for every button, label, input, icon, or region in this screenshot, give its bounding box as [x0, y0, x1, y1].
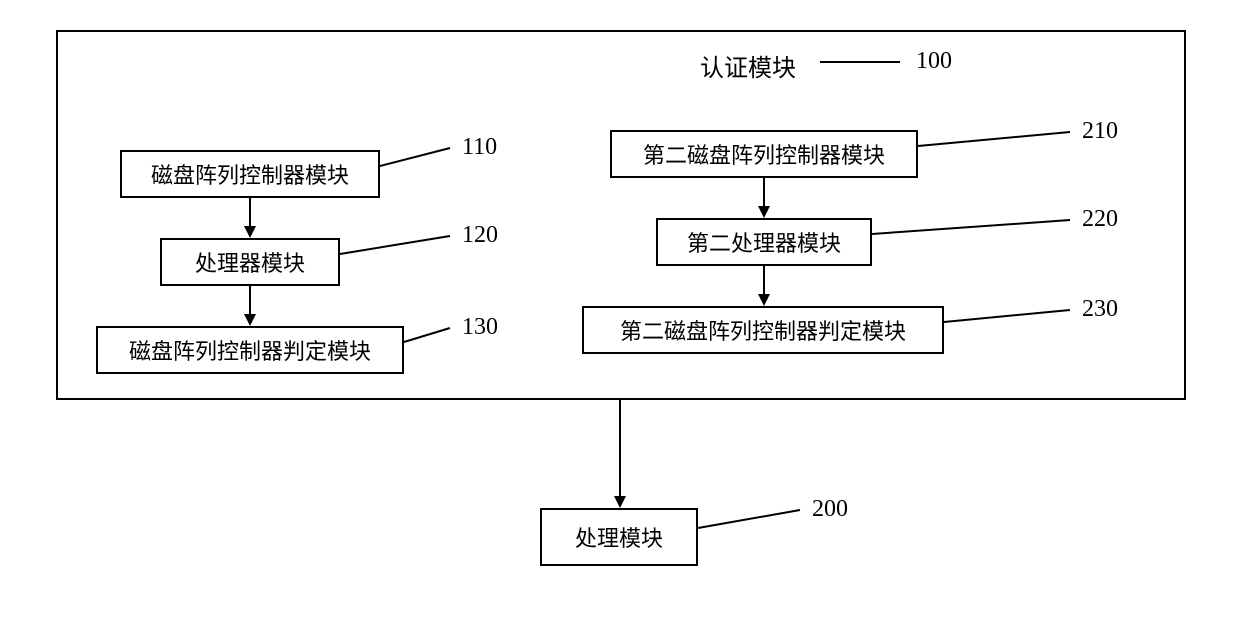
diagram-canvas: 认证模块 100 磁盘阵列控制器模块 110 处理器模块 120 磁盘阵列控制器… — [0, 0, 1240, 636]
edge-outer-200 — [0, 0, 1240, 636]
